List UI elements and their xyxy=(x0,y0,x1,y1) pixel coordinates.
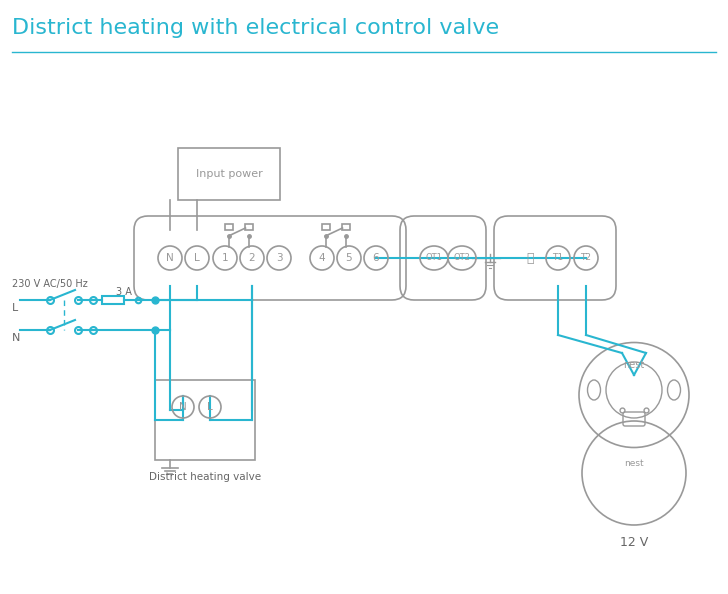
Text: 230 V AC/50 Hz: 230 V AC/50 Hz xyxy=(12,279,88,289)
Bar xyxy=(178,148,280,200)
Text: OT2: OT2 xyxy=(454,254,470,263)
Text: 4: 4 xyxy=(319,253,325,263)
Text: District heating with electrical control valve: District heating with electrical control… xyxy=(12,18,499,38)
Bar xyxy=(224,224,232,230)
Text: nest: nest xyxy=(624,459,644,467)
Text: 3: 3 xyxy=(276,253,282,263)
Text: N: N xyxy=(12,333,20,343)
Text: ⏚: ⏚ xyxy=(526,252,534,266)
Bar xyxy=(102,296,124,304)
Text: L: L xyxy=(207,402,213,412)
Text: 6: 6 xyxy=(373,253,379,263)
Text: N: N xyxy=(179,402,187,412)
Text: T1: T1 xyxy=(553,254,563,263)
Text: L: L xyxy=(194,253,200,263)
Text: T2: T2 xyxy=(580,254,592,263)
Text: OT1: OT1 xyxy=(426,254,443,263)
Bar xyxy=(341,224,349,230)
Text: 1: 1 xyxy=(222,253,229,263)
Text: 2: 2 xyxy=(249,253,256,263)
Text: Input power: Input power xyxy=(196,169,262,179)
Text: 5: 5 xyxy=(346,253,352,263)
Text: N: N xyxy=(166,253,174,263)
Text: 12 V: 12 V xyxy=(620,536,648,549)
Text: L: L xyxy=(12,303,18,313)
Text: nest: nest xyxy=(623,360,644,370)
Bar xyxy=(245,224,253,230)
Text: District heating valve: District heating valve xyxy=(149,472,261,482)
Bar xyxy=(322,224,330,230)
Text: 3 A: 3 A xyxy=(116,287,132,297)
Bar xyxy=(155,380,255,460)
